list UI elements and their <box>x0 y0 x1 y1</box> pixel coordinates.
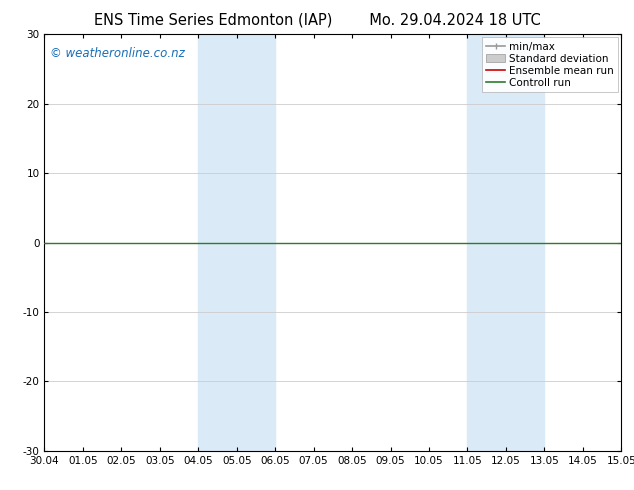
Legend: min/max, Standard deviation, Ensemble mean run, Controll run: min/max, Standard deviation, Ensemble me… <box>482 37 618 92</box>
Bar <box>467 34 545 451</box>
Text: ENS Time Series Edmonton (IAP)        Mo. 29.04.2024 18 UTC: ENS Time Series Edmonton (IAP) Mo. 29.04… <box>94 12 540 27</box>
Text: © weatheronline.co.nz: © weatheronline.co.nz <box>50 47 185 60</box>
Bar <box>198 34 275 451</box>
